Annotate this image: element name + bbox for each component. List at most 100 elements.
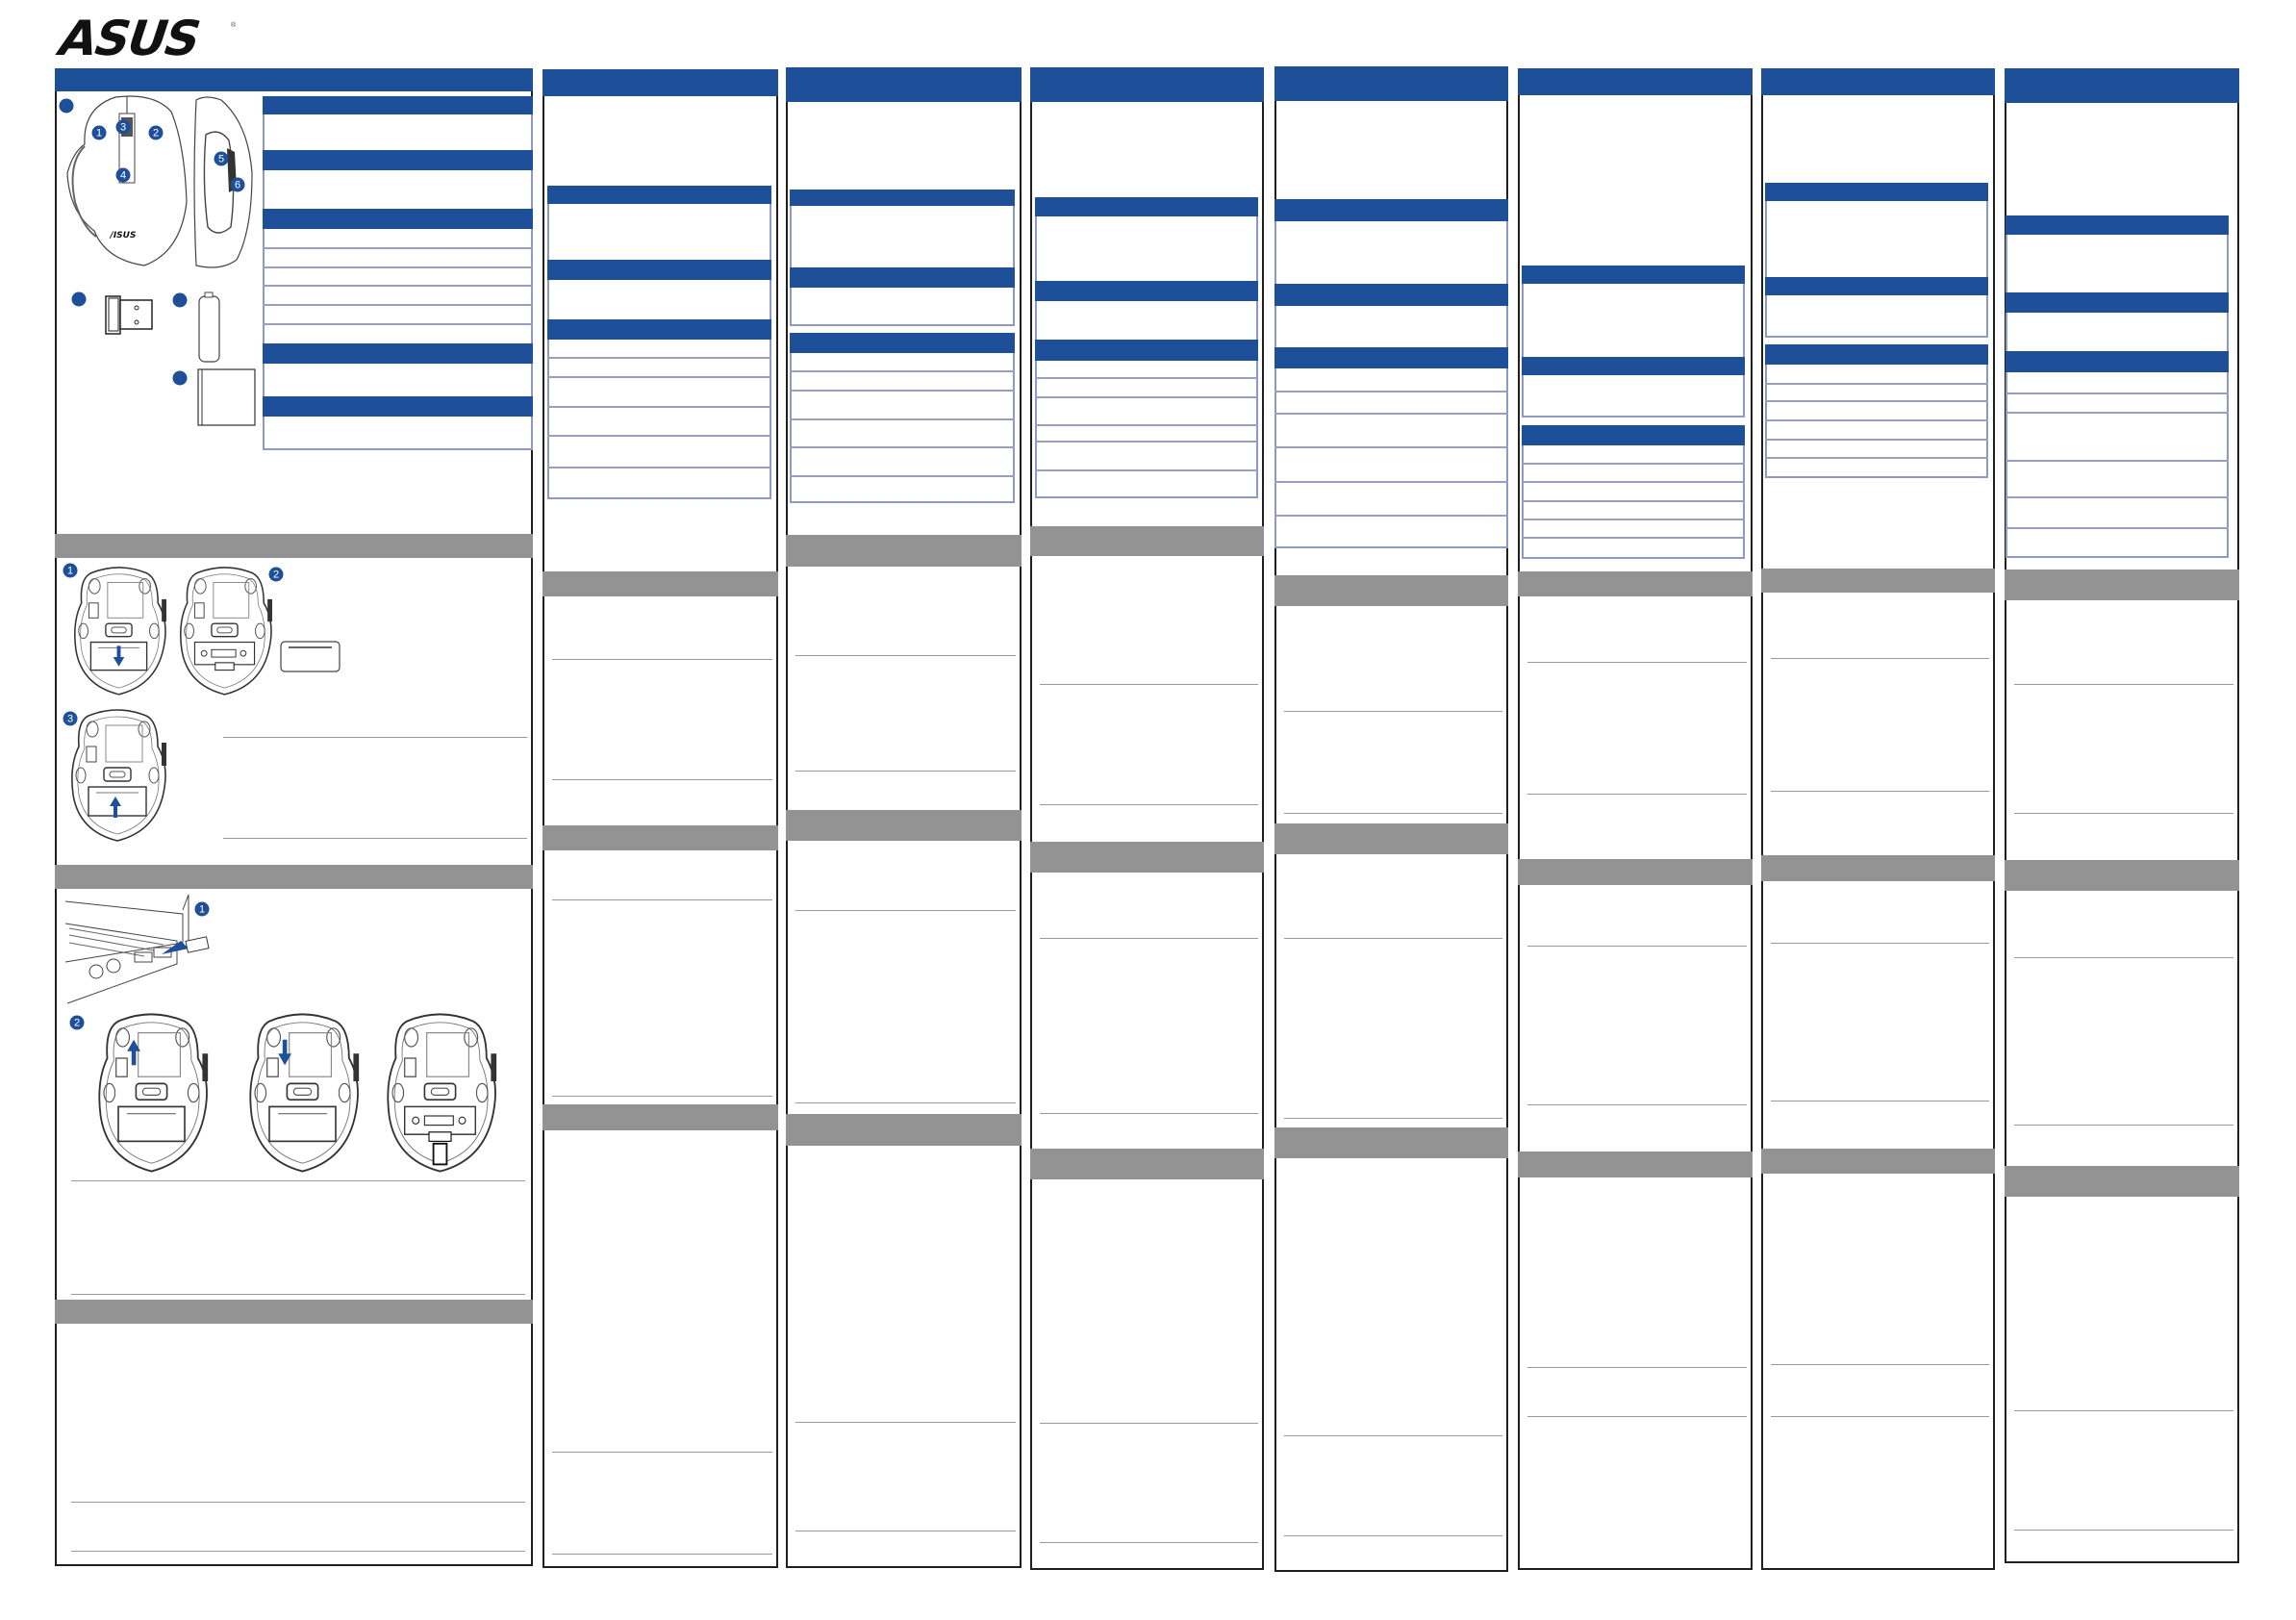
spec-table-header: [547, 319, 771, 340]
spec-table-header: [1765, 183, 1988, 201]
spec-table-row-divider: [1274, 413, 1508, 415]
spec-table-row-divider: [547, 376, 771, 378]
mouse-bottom-switch-off: [249, 1013, 361, 1173]
note-divider: [795, 655, 1016, 656]
spec-table-row-divider: [1765, 419, 1988, 421]
section-heading-bar: [542, 571, 778, 596]
spec-table-header: [790, 190, 1015, 206]
spec-table-row-divider: [2006, 460, 2229, 462]
note-divider: [71, 1180, 525, 1181]
note-divider: [1527, 1367, 1747, 1368]
language-panel-4: [1030, 67, 1264, 1570]
spec-table-row-divider: [790, 390, 1015, 392]
spec-table-header: [1522, 425, 1745, 445]
spec-table-row-divider: [1274, 481, 1508, 483]
panel-header-bar: [1030, 67, 1264, 102]
section-heading-bar: [1518, 571, 1753, 596]
spec-table-row-divider: [2006, 496, 2229, 498]
spec-table-row-divider: [790, 446, 1015, 448]
spec-table-row-divider: [790, 370, 1015, 372]
note-divider: [1284, 1435, 1502, 1436]
item-marker-badge: [172, 292, 188, 308]
section-heading-bar: [1030, 526, 1264, 556]
note-divider: [2014, 957, 2233, 958]
note-divider: [552, 779, 772, 780]
spec-table-row-divider: [1274, 515, 1508, 517]
spec-table-row-divider: [547, 357, 771, 359]
laptop-usb-port-illustration: [64, 894, 210, 1004]
note-divider: [223, 737, 527, 738]
section-heading-bar: [786, 535, 1022, 567]
battery-step-callout: 1: [63, 563, 78, 578]
note-divider: [2014, 684, 2233, 685]
language-panel-8: [2005, 68, 2239, 1563]
section-heading-bar: [786, 810, 1022, 841]
item-marker-badge: [172, 370, 188, 386]
note-divider: [552, 1096, 772, 1097]
spec-table-header: [1274, 284, 1508, 306]
spec-table-row-divider: [263, 247, 533, 249]
callout-number: 5: [218, 154, 224, 165]
spec-table-header: [1522, 357, 1745, 375]
callout-number: 2: [74, 1018, 80, 1029]
spec-table-row-divider: [1522, 481, 1745, 483]
note-divider: [1771, 1416, 1989, 1417]
spec-table-row-divider: [263, 304, 533, 306]
note-divider: [1771, 658, 1989, 659]
spec-table-row-divider: [2006, 527, 2229, 529]
spec-table-header: [2006, 351, 2229, 372]
note-divider: [1040, 1542, 1258, 1543]
spec-table-row-divider: [1274, 391, 1508, 392]
spec-table-header: [263, 96, 533, 114]
note-divider: [552, 659, 772, 660]
section-heading-bar: [1518, 859, 1753, 885]
section-heading-bar: [1030, 842, 1264, 873]
spec-table-header: [263, 150, 533, 170]
spec-table-row-divider: [547, 406, 771, 408]
spec-table-header: [1765, 344, 1988, 365]
section-heading-bar: [1518, 1152, 1753, 1177]
section-heading-bar: [2005, 860, 2239, 891]
note-divider: [1284, 711, 1502, 712]
asus-logo: ASUS ®: [51, 11, 237, 66]
spec-table-header: [1035, 197, 1258, 216]
section-heading-bar: [786, 1114, 1022, 1146]
spec-table-row-divider: [1035, 396, 1258, 398]
note-divider: [1284, 938, 1502, 939]
spec-table-row-divider: [1035, 424, 1258, 426]
section-heading-bar: [542, 825, 778, 850]
note-divider: [1771, 1364, 1989, 1365]
spec-table-row-divider: [547, 435, 771, 437]
note-divider: [795, 910, 1016, 911]
spec-table-header: [1274, 347, 1508, 368]
note-divider: [1040, 938, 1258, 939]
spec-table-row-divider: [1522, 519, 1745, 520]
spec-table-row-divider: [1035, 441, 1258, 443]
note-divider: [223, 838, 527, 839]
note-divider: [1527, 662, 1747, 663]
spec-table-row-divider: [1522, 537, 1745, 539]
callout-number: 1: [199, 904, 205, 916]
language-panel-5: [1274, 66, 1508, 1572]
spec-table-row-divider: [547, 467, 771, 468]
battery-cover-icon: [280, 641, 341, 672]
panel-header-bar: [786, 67, 1022, 102]
svg-text:®: ®: [231, 21, 237, 29]
spec-table-row-divider: [790, 475, 1015, 477]
note-divider: [552, 899, 772, 900]
panel-header-bar: [1518, 68, 1753, 95]
battery-step-callout: 3: [63, 711, 78, 726]
note-divider: [1527, 1416, 1747, 1417]
panel-header-bar: [1274, 66, 1508, 101]
spec-table-row-divider: [1765, 383, 1988, 385]
svg-text:/ISUS: /ISUS: [110, 231, 137, 240]
callout-number: 2: [273, 570, 279, 581]
section-heading-bar: [1030, 1149, 1264, 1179]
mouse-bottom-close-cover: [71, 709, 167, 842]
spec-table-row-divider: [263, 285, 533, 287]
spec-table-row-divider: [1765, 400, 1988, 402]
mouse-part-callout: 1: [91, 125, 107, 140]
callout-number: 3: [120, 122, 126, 134]
battery-step-callout: 2: [268, 567, 284, 582]
